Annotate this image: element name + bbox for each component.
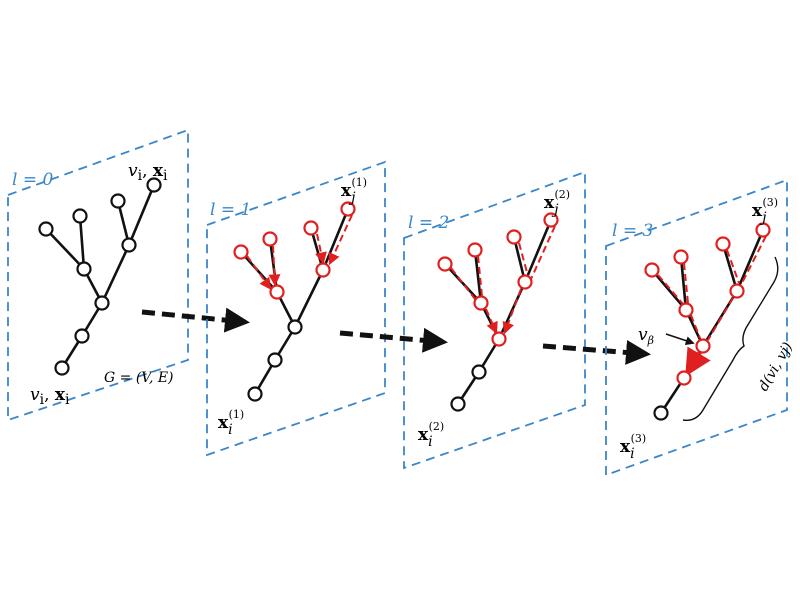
bottom-label-l1: xi(1) <box>218 408 244 438</box>
node <box>437 256 453 272</box>
level-label-l0: l = 0 <box>12 170 53 190</box>
aggregated-message <box>685 346 711 377</box>
node <box>74 328 90 344</box>
transition-arrow-2 <box>339 327 448 353</box>
distance-label-l3: d(vi, vj) <box>756 340 797 394</box>
node <box>110 193 126 209</box>
messages-l2 <box>450 225 556 335</box>
node <box>755 222 771 238</box>
node <box>269 284 285 300</box>
node <box>76 261 92 277</box>
pointer-label-l3: vβ <box>638 325 654 347</box>
nodes-l2 <box>437 212 559 412</box>
tree-l2 <box>444 219 553 405</box>
node <box>54 360 70 376</box>
transition-arrow-3 <box>542 339 651 365</box>
nodes-l0 <box>38 177 162 376</box>
node <box>94 295 110 311</box>
node <box>543 212 559 228</box>
tree-l1 <box>240 208 350 395</box>
messages-l3 <box>657 235 767 341</box>
level-label-l1: l = 1 <box>210 200 251 220</box>
node <box>121 237 137 253</box>
panel-l2: l = 2 <box>403 170 586 470</box>
panel-l1: l = 1 xj(1) x <box>206 160 386 457</box>
node <box>729 283 745 299</box>
node <box>673 249 689 265</box>
transition-arrow-1 <box>141 307 250 333</box>
plane-l1 <box>206 160 386 457</box>
node <box>715 236 731 252</box>
node <box>340 201 356 217</box>
node <box>491 331 507 347</box>
nodes-l3 <box>644 222 771 421</box>
tree-l3 <box>651 229 765 414</box>
bottom-label-l0: vi, xi <box>30 385 70 408</box>
node <box>315 262 331 278</box>
messages-l1 <box>246 214 353 290</box>
plane-l3 <box>605 178 788 477</box>
bottom-label-l3: xi(3) <box>620 432 646 462</box>
nodes-l1 <box>233 201 356 402</box>
tree-l0 <box>45 184 156 369</box>
top-label-l2: xj(2) <box>544 188 570 218</box>
node <box>287 319 303 335</box>
node <box>644 262 660 278</box>
node <box>695 338 711 354</box>
graph-label-l0: G = (V, E) <box>104 370 174 386</box>
panel-l0: l = 0 vi, xi vi, xi G = (V, E) <box>7 128 189 422</box>
bottom-label-l2: xi(2) <box>418 420 444 450</box>
node <box>678 302 694 318</box>
node <box>471 364 487 380</box>
node <box>303 220 319 236</box>
node <box>233 244 249 260</box>
node <box>146 177 162 193</box>
top-label-l0: vi, xi <box>128 161 168 184</box>
level-label-l3: l = 3 <box>612 221 653 241</box>
node <box>517 274 533 290</box>
node <box>653 405 669 421</box>
node <box>262 231 278 247</box>
node <box>473 295 489 311</box>
node <box>247 386 263 402</box>
top-label-l3: xj(3) <box>752 196 778 226</box>
panel-l3: l = 3 <box>605 178 797 477</box>
node <box>38 221 54 237</box>
level-label-l2: l = 2 <box>408 213 449 233</box>
plane-l0 <box>7 128 189 422</box>
node <box>506 229 522 245</box>
node <box>267 352 283 368</box>
top-label-l1: xj(1) <box>341 176 367 206</box>
node <box>72 208 88 224</box>
node <box>450 396 466 412</box>
node <box>467 242 483 258</box>
plane-l2 <box>403 170 586 470</box>
distance-brace <box>682 256 779 421</box>
pointer-arrow <box>665 333 695 345</box>
node <box>676 370 692 386</box>
